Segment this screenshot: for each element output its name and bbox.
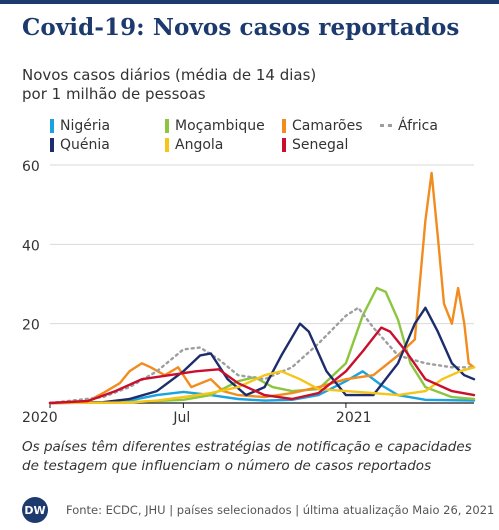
series-line-nigeria [48, 370, 476, 405]
series-line-senegal [48, 326, 476, 405]
legend-label: África [398, 118, 438, 134]
y-tick-label: 20 [22, 318, 40, 334]
legend-swatch [50, 138, 54, 152]
y-tick-label: 60 [22, 159, 40, 175]
legend-swatch [50, 119, 54, 133]
dw-logo: DW [22, 497, 48, 523]
footnote: Os países têm diferentes estratégias de … [22, 439, 472, 474]
source-text: Fonte: ECDC, JHU | países selecionados |… [66, 503, 495, 517]
chart-subtitle: Novos casos diários (média de 14 dias) p… [22, 66, 482, 104]
subtitle-line-2: por 1 milhão de pessoas [22, 85, 206, 103]
legend-label: Nigéria [60, 118, 111, 134]
legend-swatch [282, 119, 286, 133]
legend-label: Quénia [60, 137, 110, 153]
series-line-camaroes [48, 171, 476, 405]
series-line-angola [48, 366, 476, 405]
footer: DW Fonte: ECDC, JHU | países selecionado… [22, 497, 494, 523]
legend-label: Moçambique [175, 118, 265, 134]
legend-label: Camarões [292, 118, 363, 134]
legend-item-senegal: Senegal [282, 137, 348, 153]
legend-swatch [165, 119, 169, 133]
subtitle-line-1: Novos casos diários (média de 14 dias) [22, 66, 317, 84]
legend-swatch [380, 123, 392, 131]
legend-label: Angola [175, 137, 224, 153]
legend-label: Senegal [292, 137, 349, 153]
series-line-quenia [48, 306, 476, 405]
legend-item-africa: África [380, 118, 438, 134]
legend-item-mocambique: Moçambique [165, 118, 265, 134]
x-tick-label: Jul [172, 410, 190, 426]
legend-swatch [282, 138, 286, 152]
series-line-mocambique [48, 286, 476, 405]
legend-item-quenia: Quénia [50, 137, 110, 153]
legend-item-camaroes: Camarões [282, 118, 363, 134]
top-accent-bar [0, 0, 499, 4]
x-tick-label: 2021 [336, 410, 372, 426]
legend-item-nigeria: Nigéria [50, 118, 110, 134]
x-tick-label: 2020 [22, 410, 58, 426]
legend-swatch [165, 138, 169, 152]
legend-item-angola: Angola [165, 137, 223, 153]
chart-title: Covid-19: Novos casos reportados [22, 14, 460, 41]
y-tick-label: 40 [22, 238, 40, 254]
